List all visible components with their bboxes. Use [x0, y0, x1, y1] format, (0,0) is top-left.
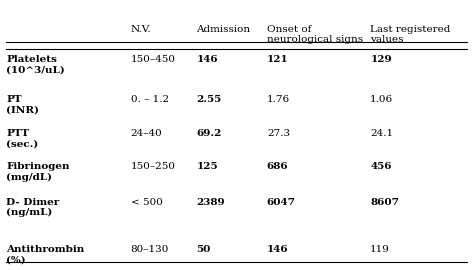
Text: 1.06: 1.06	[370, 95, 393, 104]
Text: 24.1: 24.1	[370, 129, 393, 138]
Text: N.V.: N.V.	[131, 25, 151, 34]
Text: PT
(INR): PT (INR)	[6, 95, 39, 114]
Text: 24–40: 24–40	[131, 129, 162, 138]
Text: 27.3: 27.3	[267, 129, 290, 138]
Text: 80–130: 80–130	[131, 245, 169, 254]
Text: 69.2: 69.2	[196, 129, 222, 138]
Text: 121: 121	[267, 55, 289, 64]
Text: 6047: 6047	[267, 198, 296, 207]
Text: 50: 50	[196, 245, 211, 254]
Text: Admission: Admission	[196, 25, 250, 34]
Text: PTT
(sec.): PTT (sec.)	[6, 129, 38, 149]
Text: Fibrinogen
(mg/dL): Fibrinogen (mg/dL)	[6, 162, 70, 182]
Text: 0. – 1.2: 0. – 1.2	[131, 95, 169, 104]
Text: 125: 125	[196, 162, 218, 171]
Text: Last registered
values: Last registered values	[370, 25, 451, 45]
Text: 146: 146	[196, 55, 218, 64]
Text: D- Dimer
(ng/mL): D- Dimer (ng/mL)	[6, 198, 59, 217]
Text: 686: 686	[267, 162, 289, 171]
Text: 146: 146	[267, 245, 289, 254]
Text: Onset of
neurological signs: Onset of neurological signs	[267, 25, 363, 45]
Text: 2389: 2389	[196, 198, 225, 207]
Text: 8607: 8607	[370, 198, 399, 207]
Text: 456: 456	[370, 162, 392, 171]
Text: 2.55: 2.55	[196, 95, 222, 104]
Text: 150–450: 150–450	[131, 55, 175, 64]
Text: 1.76: 1.76	[267, 95, 290, 104]
Text: Antithrombin
(%): Antithrombin (%)	[6, 245, 84, 264]
Text: 150–250: 150–250	[131, 162, 175, 171]
Text: Platelets
(10^3/uL): Platelets (10^3/uL)	[6, 55, 65, 75]
Text: 119: 119	[370, 245, 390, 254]
Text: < 500: < 500	[131, 198, 163, 207]
Text: 129: 129	[370, 55, 392, 64]
